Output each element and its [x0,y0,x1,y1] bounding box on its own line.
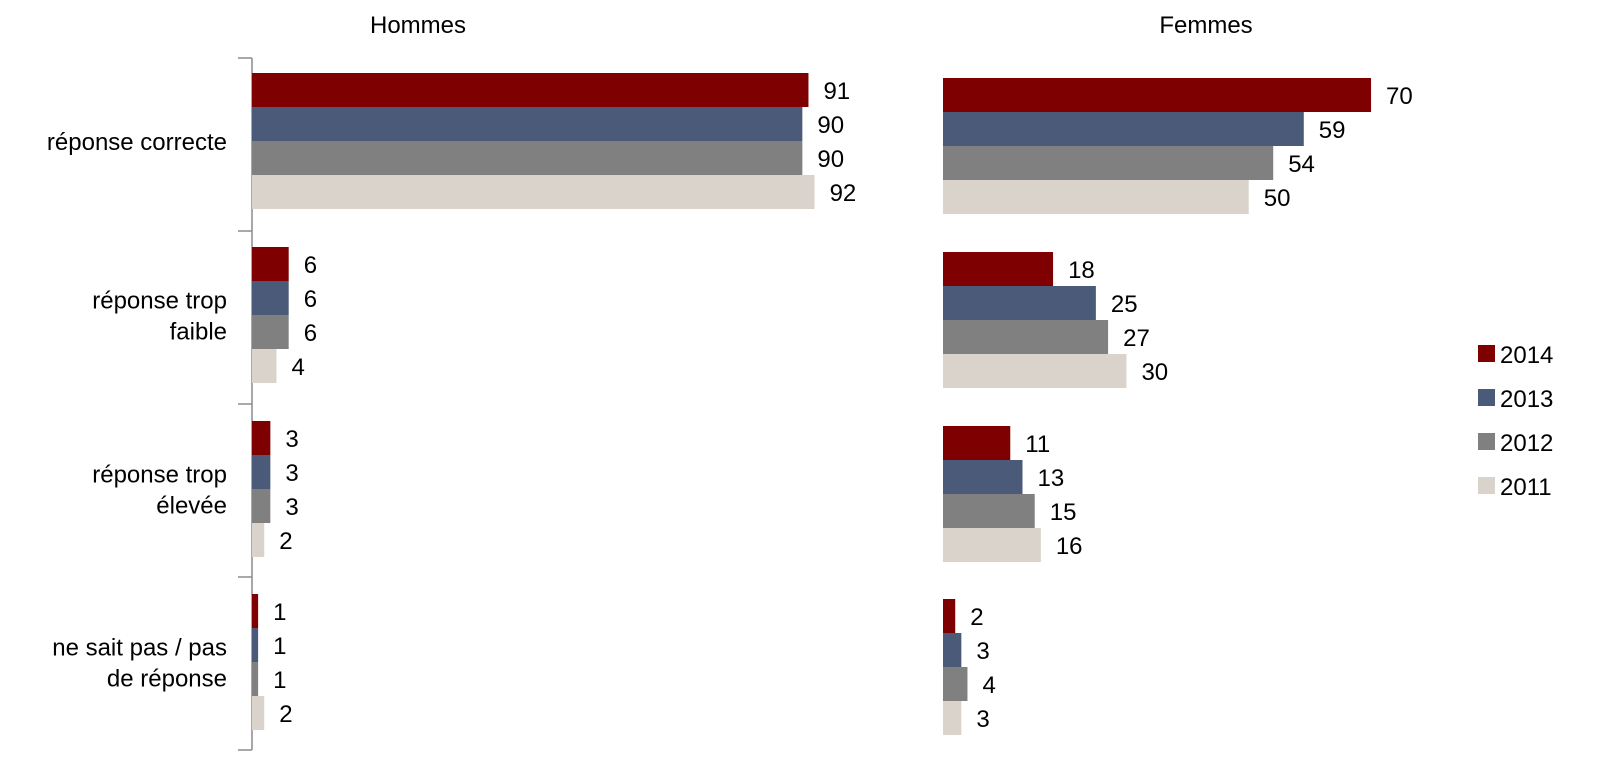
bar [943,494,1035,528]
data-label: 3 [285,426,298,453]
bar [252,315,289,349]
bar [943,180,1249,214]
bar [252,594,259,628]
data-label: 15 [1050,499,1077,526]
category-label: faible [170,319,227,346]
data-label: 11 [1025,431,1050,458]
legend-swatch [1478,389,1495,406]
data-label: 27 [1123,325,1150,352]
bar [943,320,1109,354]
data-label: 59 [1319,117,1346,144]
category-label: réponse correcte [47,129,227,156]
bar [252,281,289,315]
legend-swatch [1478,433,1495,450]
bar [252,175,815,209]
bar [252,523,265,557]
legend-swatch [1478,345,1495,362]
bar [943,633,962,667]
bar [252,455,271,489]
data-label: 2 [279,701,292,728]
bar [252,73,809,107]
bar [252,107,803,141]
labels-layer: réponse correcte réponse trop faible répons… [47,12,1413,733]
axes-layer [238,57,253,751]
data-label: 25 [1111,291,1138,318]
data-label: 54 [1288,151,1315,178]
legend-label: 2014 [1500,342,1553,369]
data-label: 30 [1141,359,1168,386]
data-label: 70 [1386,83,1413,110]
bar [943,426,1011,460]
legend: 2014 2013 2012 2011 [1478,342,1553,501]
bar [943,599,956,633]
data-label: 4 [982,672,995,699]
data-label: 3 [976,638,989,665]
category-label: réponse trop [92,288,227,315]
legend-label: 2011 [1500,474,1552,501]
data-label: 1 [273,633,286,660]
data-label: 13 [1037,465,1064,492]
data-label: 18 [1068,257,1095,284]
data-label: 91 [823,78,850,105]
bar [252,421,271,455]
bar [943,528,1041,562]
legend-swatch [1478,477,1495,494]
bars-layer [252,73,1372,735]
data-label: 4 [291,354,304,381]
data-label: 90 [817,112,844,139]
bar [252,247,289,281]
bar [943,252,1054,286]
category-label: réponse trop [92,462,227,489]
data-label: 1 [273,667,286,694]
data-label: 90 [817,146,844,173]
data-label: 2 [970,604,983,631]
data-label: 2 [279,528,292,555]
data-label: 6 [304,252,317,279]
bar [252,628,259,662]
bar [943,460,1023,494]
bar [943,354,1127,388]
bar [943,112,1304,146]
category-label: de réponse [107,666,227,693]
bar [252,349,277,383]
bar [252,662,259,696]
data-label: 16 [1056,533,1083,560]
panel-title: Hommes [370,12,466,39]
category-label: ne sait pas / pas [52,635,227,662]
data-label: 6 [304,286,317,313]
data-label: 3 [285,460,298,487]
data-label: 3 [976,706,989,733]
bar [252,489,271,523]
bar [943,701,962,735]
data-label: 92 [830,180,857,207]
legend-label: 2012 [1500,430,1553,457]
data-label: 1 [273,599,286,626]
bar [943,78,1372,112]
data-label: 50 [1264,185,1291,212]
bar [943,146,1274,180]
panel-title: Femmes [1159,12,1252,39]
data-label: 3 [285,494,298,521]
bar [943,667,968,701]
bar [252,141,803,175]
bar [943,286,1096,320]
legend-label: 2013 [1500,386,1553,413]
category-label: élevée [156,493,227,520]
data-label: 6 [304,320,317,347]
bar [252,696,265,730]
